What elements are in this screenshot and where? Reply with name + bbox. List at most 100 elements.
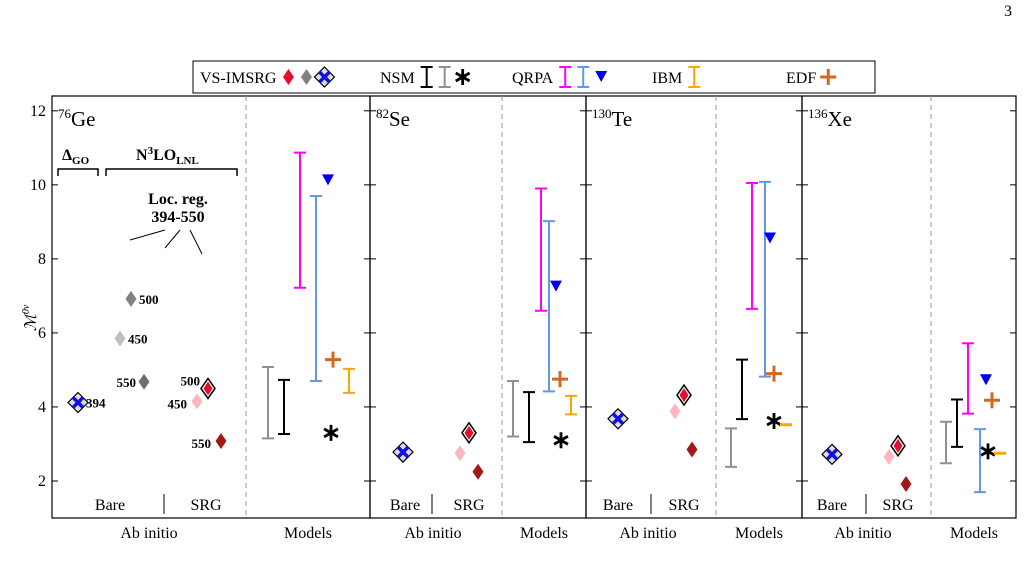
- panel-frame: [585, 95, 803, 519]
- legend-bar: [438, 66, 451, 88]
- diamond-marker: [464, 425, 474, 440]
- cross-marker: [611, 412, 625, 426]
- asterisk-marker: [766, 413, 782, 430]
- group-label: Bare: [95, 497, 125, 514]
- panel-frame: [51, 95, 371, 519]
- legend-box: [192, 60, 876, 94]
- page-number: 3: [1004, 3, 1012, 20]
- legend-bar: [688, 66, 701, 88]
- triangle-marker: [550, 280, 562, 292]
- plus-marker: [820, 69, 837, 85]
- diamond-marker: [883, 448, 895, 465]
- annotation-part: 3: [148, 145, 154, 157]
- annotation-part: LO: [153, 147, 176, 164]
- annotation: N3LOLNL: [136, 145, 199, 167]
- y-tick-label: 4: [38, 399, 46, 416]
- y-tick-label: 8: [38, 251, 46, 268]
- diamond-marker: [125, 290, 137, 307]
- range-bar: [736, 358, 748, 421]
- axis-group-label: Ab initio: [404, 525, 461, 542]
- diamond-marker: [114, 330, 126, 347]
- y-tick-label: 10: [30, 177, 46, 194]
- annotation: ΔGO: [62, 147, 90, 167]
- panel-title: 76Ge: [58, 106, 96, 131]
- group-label: SRG: [453, 497, 485, 514]
- axis-group-label: Ab initio: [834, 525, 891, 542]
- annotation-part: GO: [72, 155, 90, 167]
- diamond-marker: [300, 69, 312, 85]
- ylabel-main: ℳ: [23, 311, 40, 331]
- triangle-marker: [980, 374, 992, 386]
- range-bar: [343, 367, 355, 394]
- element: Xe: [828, 107, 853, 131]
- range-bar: [974, 428, 986, 494]
- y-tick-label: 12: [30, 103, 46, 120]
- triangle-marker: [595, 71, 608, 82]
- legend-bar: [559, 66, 572, 88]
- asterisk-marker: [980, 443, 996, 460]
- element: Ge: [71, 107, 96, 131]
- mass-number: 136: [808, 106, 828, 121]
- point-label: 550: [117, 375, 137, 390]
- asterisk-marker: [553, 432, 569, 449]
- diamond-marker: [215, 433, 227, 450]
- range-bar: [565, 394, 577, 416]
- group-label: Bare: [817, 497, 847, 514]
- legend-bar: [420, 66, 433, 88]
- cross-marker: [396, 445, 410, 459]
- axis-group-label: Models: [284, 525, 332, 542]
- point-label: 500: [139, 292, 159, 307]
- point-label: 500: [181, 373, 201, 388]
- legend-label: IBM: [652, 70, 682, 87]
- annotation: 394-550: [151, 209, 204, 226]
- range-bar: [759, 180, 771, 378]
- range-bar: [310, 194, 322, 383]
- point-label: 394: [86, 396, 106, 411]
- point-label: 450: [128, 331, 148, 346]
- annotation-part: Δ: [62, 147, 72, 164]
- range-bar: [278, 378, 290, 435]
- group-label: SRG: [882, 497, 914, 514]
- legend-label: NSM: [380, 70, 415, 87]
- asterisk-marker: [455, 69, 471, 85]
- diamond-marker: [203, 381, 213, 396]
- diamond-marker: [893, 438, 903, 453]
- range-bar: [262, 365, 274, 440]
- legend-label: QRPA: [512, 70, 554, 87]
- legend-label: EDF: [786, 70, 816, 87]
- group-label: SRG: [668, 497, 700, 514]
- axis-group-label: Models: [735, 525, 783, 542]
- legend-label: VS-IMSRG: [200, 70, 277, 87]
- ylabel-sup: 0ν: [21, 304, 32, 314]
- range-bar: [523, 391, 535, 444]
- y-axis-label: ℳ0ν: [21, 304, 40, 331]
- range-bar: [746, 181, 758, 310]
- mass-number: 82: [376, 106, 389, 121]
- diamond-marker: [679, 388, 689, 403]
- group-label: Bare: [603, 497, 633, 514]
- diamond-marker: [454, 445, 466, 462]
- panel-frame: [801, 95, 1017, 519]
- diamond-marker: [669, 403, 681, 420]
- plus-marker: [325, 351, 341, 368]
- annotation-part: LNL: [176, 155, 199, 167]
- diamond-marker: [686, 441, 698, 458]
- axis-group-label: Models: [520, 525, 568, 542]
- group-label: Bare: [390, 497, 420, 514]
- plus-marker: [766, 365, 782, 382]
- point-label: 550: [192, 436, 212, 451]
- panel-title: 82Se: [376, 106, 410, 131]
- cross-marker: [825, 448, 839, 461]
- annotation-part: N: [136, 147, 148, 164]
- cross-marker: [318, 70, 331, 84]
- element: Se: [389, 107, 410, 131]
- axis-group-label: Ab initio: [619, 525, 676, 542]
- range-bar: [725, 427, 737, 468]
- axis-group-label: Ab initio: [120, 525, 177, 542]
- element: Te: [612, 107, 633, 131]
- annotation: Loc. reg.: [148, 191, 208, 208]
- y-tick-label: 2: [38, 473, 46, 490]
- diamond-marker: [472, 463, 484, 480]
- diamond-marker: [282, 69, 294, 85]
